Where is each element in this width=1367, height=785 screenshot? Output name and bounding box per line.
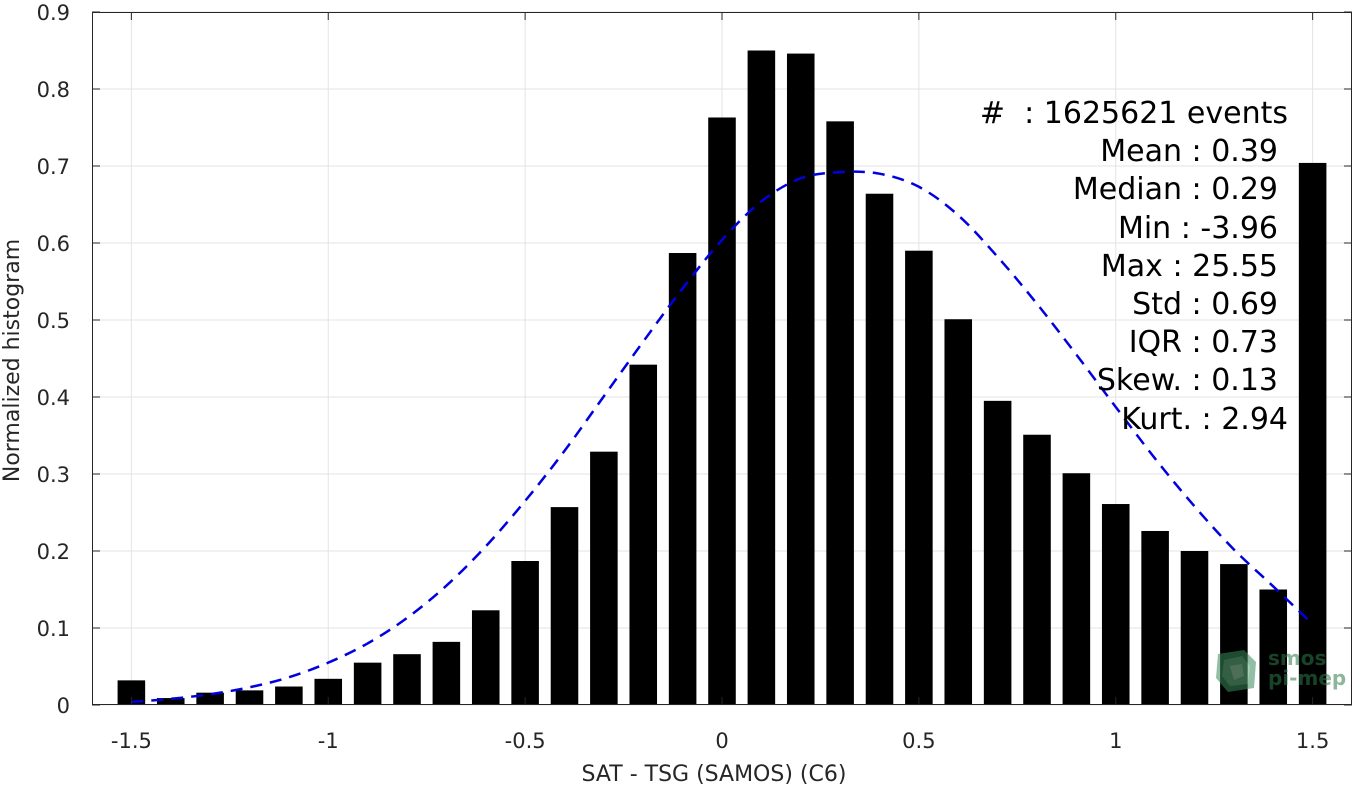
- histogram-bar: [786, 53, 815, 705]
- stat-mean: Mean : 0.39: [1100, 134, 1278, 170]
- y-tick-label: 0.7: [37, 155, 70, 179]
- y-tick-label: 0.8: [37, 78, 70, 102]
- stat-kurt: Kurt. : 2.94: [1121, 401, 1288, 437]
- y-tick-label: 0: [57, 694, 70, 718]
- histogram-bar: [747, 50, 776, 705]
- stat-iqr: IQR : 0.73: [1128, 325, 1278, 361]
- histogram-bar: [511, 561, 539, 705]
- x-axis-label: SAT - TSG (SAMOS) (C6): [582, 762, 847, 785]
- y-tick-label: 0.6: [37, 232, 70, 256]
- histogram-bar: [826, 121, 854, 706]
- x-tick-label: -1: [318, 729, 339, 753]
- histogram-bar: [668, 253, 697, 705]
- x-tick-label: -0.5: [505, 729, 546, 753]
- x-tick-label: 1: [1109, 729, 1122, 753]
- histogram-bar: [1298, 162, 1327, 706]
- histogram-bar: [1141, 530, 1169, 705]
- smos-logo-icon: [1216, 650, 1256, 692]
- histogram-bar: [1101, 504, 1130, 705]
- histogram-bar: [865, 193, 894, 705]
- histogram-bar: [983, 400, 1012, 705]
- y-tick-label: 0.5: [37, 309, 70, 333]
- x-axis: -1.5 -1 -0.5 0 0.5 1 1.5: [111, 12, 1329, 753]
- y-tick-label: 0.1: [37, 617, 70, 641]
- stat-std: Std : 0.69: [1132, 287, 1278, 323]
- histogram-bar: [550, 507, 579, 705]
- histogram-bar: [353, 662, 382, 705]
- logo-text-pimep: pi-mep: [1268, 666, 1347, 690]
- statistics-box: # : 1625621 events Mean : 0.39 Median : …: [980, 95, 1288, 439]
- histogram-bar: [944, 319, 973, 705]
- histogram-bar: [275, 686, 303, 705]
- y-axis-label: Normalized histogram: [0, 239, 25, 482]
- histogram-bar: [393, 654, 421, 705]
- histogram-bar: [156, 698, 185, 705]
- y-tick-label: 0.2: [37, 540, 70, 564]
- histogram-bar: [471, 610, 500, 705]
- stat-max: Max : 25.55: [1100, 248, 1278, 284]
- histogram-bar: [1259, 589, 1288, 705]
- histogram-bar: [1023, 434, 1051, 705]
- stat-min: Min : -3.96: [1117, 210, 1278, 246]
- histogram-bar: [1062, 473, 1091, 705]
- x-tick-label: 1.5: [1296, 729, 1329, 753]
- histogram-bar: [196, 692, 224, 705]
- histogram-bar: [432, 641, 461, 705]
- logo-text-smos: smos: [1268, 646, 1327, 670]
- histogram-bar: [905, 250, 933, 705]
- y-tick-label: 0.9: [37, 1, 70, 25]
- smos-pimep-logo: smos pi-mep: [1214, 644, 1354, 700]
- y-axis: 0 0.1 0.2 0.3 0.4 0.5 0.6 0.7 0.8 0.9: [37, 1, 1352, 718]
- histogram-bars: [117, 50, 1327, 706]
- histogram-bar: [235, 690, 264, 705]
- x-tick-label: -1.5: [111, 729, 152, 753]
- x-tick-label: 0.5: [902, 729, 935, 753]
- histogram-bar: [1180, 551, 1209, 705]
- histogram-bar: [629, 364, 658, 705]
- histogram-bar: [708, 117, 736, 706]
- stat-events: # : 1625621 events: [979, 96, 1288, 131]
- stat-median: Median : 0.29: [1072, 172, 1278, 208]
- y-tick-label: 0.3: [37, 463, 70, 487]
- fit-curve: [131, 170, 1314, 704]
- y-tick-label: 0.4: [37, 386, 70, 410]
- stat-skew: Skew. : 0.13: [1096, 363, 1278, 399]
- x-tick-label: 0: [715, 729, 728, 753]
- histogram-bar: [590, 451, 618, 705]
